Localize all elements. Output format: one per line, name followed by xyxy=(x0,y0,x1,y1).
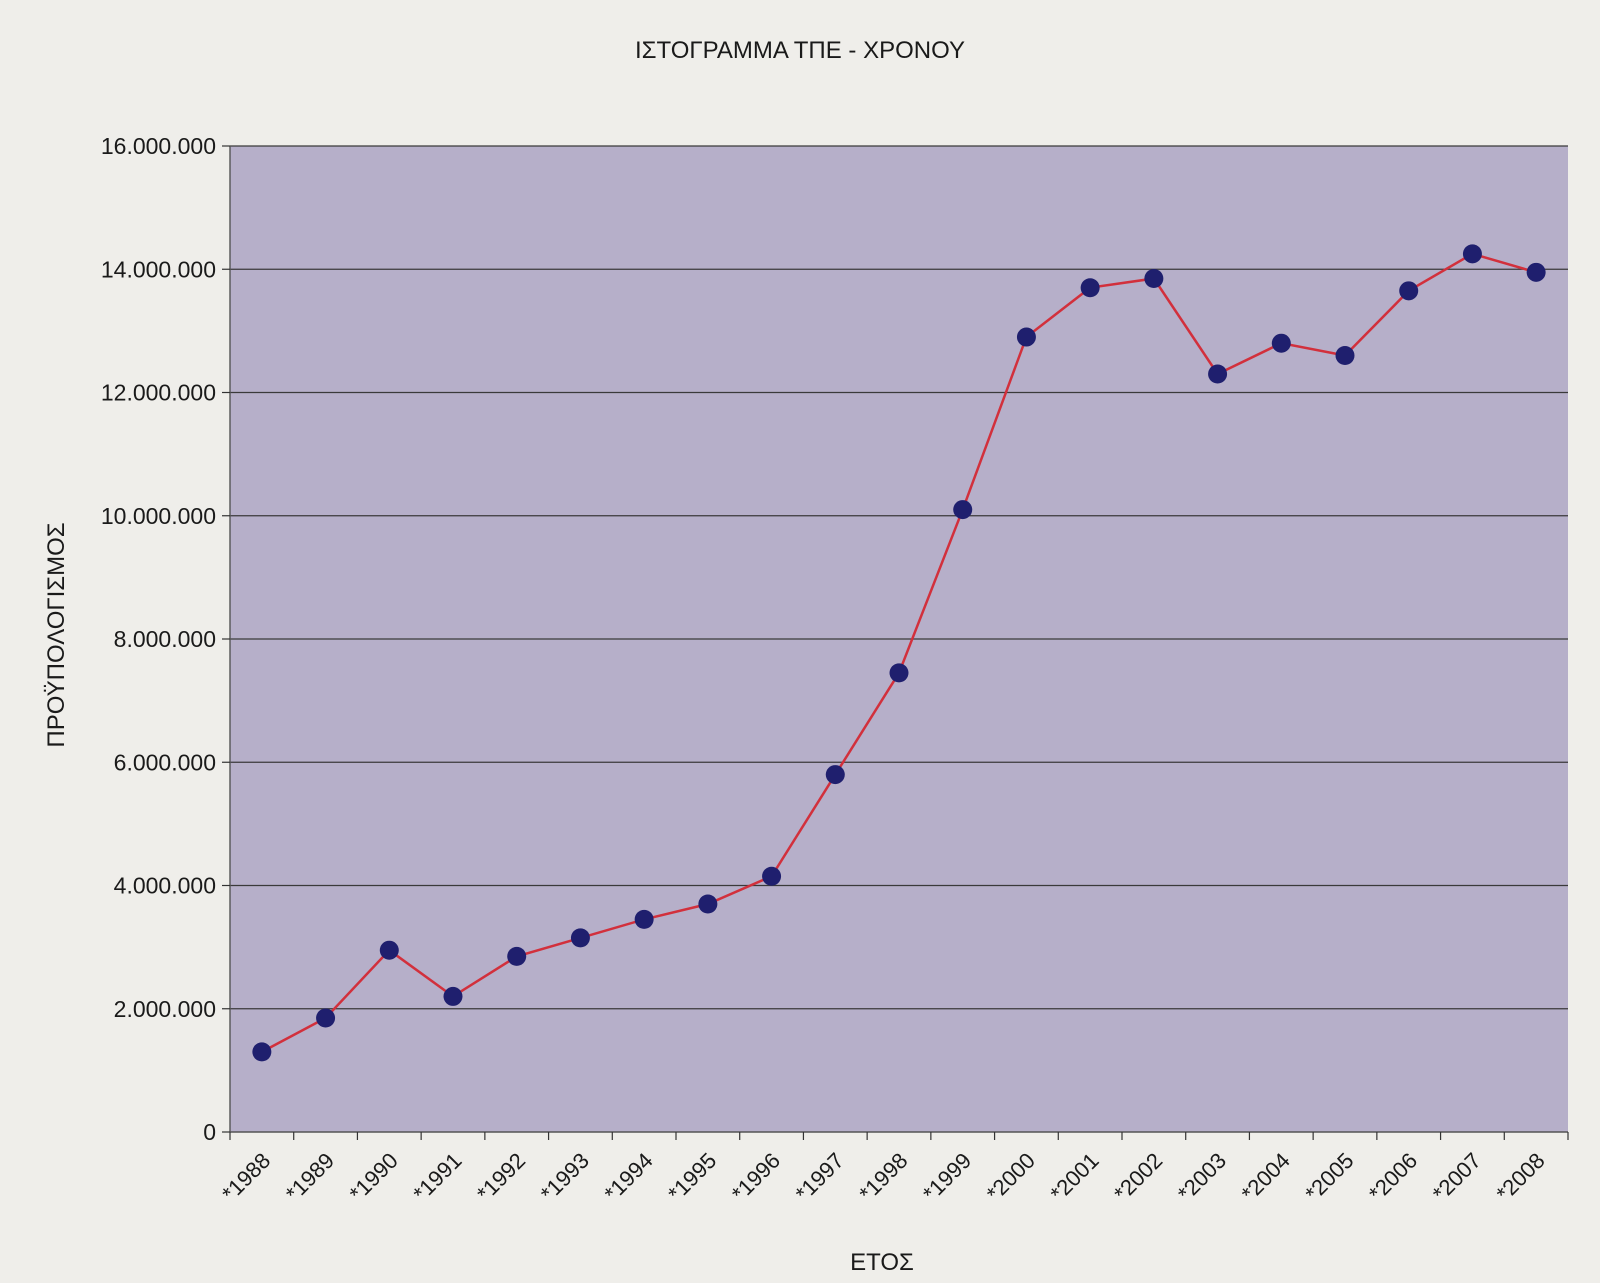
data-point xyxy=(252,1042,272,1062)
y-tick-label: 16.000.000 xyxy=(101,133,216,159)
x-tick-label: *1988 xyxy=(217,1148,275,1206)
data-point xyxy=(507,946,527,966)
y-axis-ticks: 0 2.000.000 4.000.000 6.000.000 8.000.000 10.… xyxy=(101,133,230,1145)
x-tick-label: *2001 xyxy=(1045,1148,1103,1206)
data-point xyxy=(570,928,590,948)
x-tick-label: *1994 xyxy=(599,1148,657,1206)
y-axis-label: ΠΡΟΫΠΟΛΟΓΙΣΜΟΣ xyxy=(43,522,70,747)
data-point xyxy=(698,894,718,914)
data-point xyxy=(1016,327,1036,347)
data-point xyxy=(1526,262,1546,282)
data-point xyxy=(379,940,399,960)
y-tick-label: 6.000.000 xyxy=(114,749,216,775)
x-tick-label: *1992 xyxy=(472,1148,530,1206)
x-tick-label: *1991 xyxy=(408,1148,466,1206)
y-tick-label: 4.000.000 xyxy=(114,873,216,899)
data-point xyxy=(1335,346,1355,366)
data-point xyxy=(1399,281,1419,301)
y-tick-label: 2.000.000 xyxy=(114,996,216,1022)
x-tick-label: *1997 xyxy=(790,1148,848,1206)
x-tick-label: *1993 xyxy=(536,1148,594,1206)
series-markers xyxy=(252,244,1546,1062)
x-axis-label: ΕΤΟΣ xyxy=(850,1249,914,1276)
x-axis-ticks: *1988 *1989 *1990 *1991 *1992 *1993 *1994 *1995… xyxy=(217,1132,1569,1206)
chart-title: ΙΣΤΟΓΡΑΜΜΑ ΤΠΕ - ΧΡΟΝΟΥ xyxy=(635,37,965,64)
x-tick-label: *1989 xyxy=(281,1148,339,1206)
y-tick-label: 8.000.000 xyxy=(114,626,216,652)
data-point xyxy=(953,500,973,520)
x-tick-label: *2007 xyxy=(1428,1148,1486,1206)
data-point xyxy=(762,866,782,886)
x-tick-label: *1996 xyxy=(727,1148,785,1206)
y-tick-label: 10.000.000 xyxy=(101,503,216,529)
x-tick-label: *2003 xyxy=(1173,1148,1231,1206)
x-tick-label: *1999 xyxy=(918,1148,976,1206)
x-tick-label: *2008 xyxy=(1491,1148,1549,1206)
x-tick-label: *1990 xyxy=(344,1148,402,1206)
y-tick-label: 12.000.000 xyxy=(101,380,216,406)
data-point xyxy=(316,1008,336,1028)
x-tick-label: *2002 xyxy=(1109,1148,1167,1206)
x-tick-label: *2004 xyxy=(1236,1148,1294,1206)
x-tick-label: *1995 xyxy=(663,1148,721,1206)
data-point xyxy=(443,986,463,1006)
data-point xyxy=(1462,244,1482,264)
x-tick-label: *2000 xyxy=(982,1148,1040,1206)
x-tick-label: *1998 xyxy=(854,1148,912,1206)
data-point xyxy=(825,765,845,785)
x-tick-label: *2006 xyxy=(1364,1148,1422,1206)
data-point xyxy=(634,909,654,929)
y-tick-label: 14.000.000 xyxy=(101,256,216,282)
data-point xyxy=(1080,278,1100,298)
x-tick-label: *2005 xyxy=(1300,1148,1358,1206)
data-point xyxy=(1271,333,1291,353)
gridlines xyxy=(230,145,1568,1010)
y-tick-label: 0 xyxy=(203,1119,216,1145)
data-point xyxy=(889,663,909,683)
data-point xyxy=(1208,364,1228,384)
data-point xyxy=(1144,268,1164,288)
